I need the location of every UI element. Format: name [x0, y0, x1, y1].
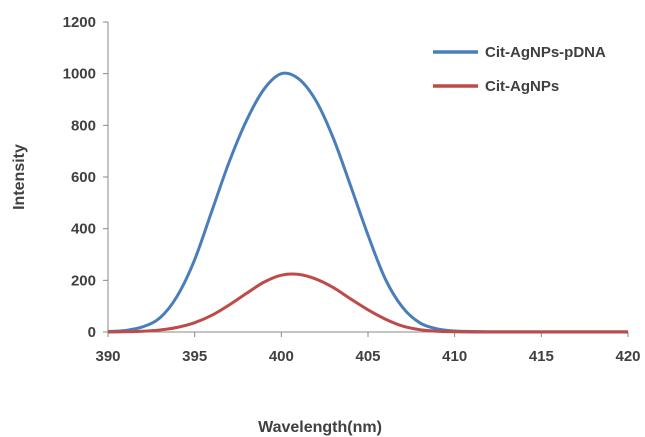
y-tick-label: 1200 [63, 14, 96, 31]
y-axis-ticks: 0 200 400 600 800 1000 1200 [63, 14, 108, 341]
series-layer [107, 71, 628, 334]
x-axis-title: Wavelength(nm) [258, 419, 382, 436]
series-line-cit-agnps [107, 272, 628, 334]
y-tick-label: 1000 [63, 66, 96, 83]
y-axis-title: Intensity [11, 144, 28, 210]
x-tick-label: 400 [269, 348, 294, 365]
y-tick-label: 200 [71, 272, 96, 289]
x-tick-label: 415 [529, 348, 554, 365]
legend-label: Cit-AgNPs-pDNA [485, 44, 606, 61]
x-tick-label: 390 [95, 348, 120, 365]
x-tick-label: 410 [442, 348, 467, 365]
x-tick-label: 395 [182, 348, 207, 365]
y-tick-label: 0 [88, 324, 96, 341]
legend: Cit-AgNPs-pDNA Cit-AgNPs [433, 44, 606, 95]
legend-label: Cit-AgNPs [485, 78, 559, 95]
x-tick-label: 420 [615, 348, 640, 365]
y-tick-label: 600 [71, 169, 96, 186]
x-axis-ticks: 390 395 400 405 410 415 420 [95, 332, 641, 365]
x-tick-label: 405 [355, 348, 380, 365]
series-line-cit-agnps-pdna [107, 71, 628, 334]
y-tick-label: 400 [71, 221, 96, 238]
y-tick-label: 800 [71, 117, 96, 134]
